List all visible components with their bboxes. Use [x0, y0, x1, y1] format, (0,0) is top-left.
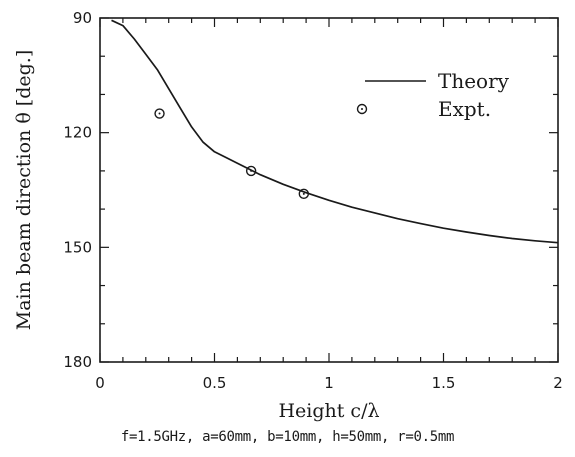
legend-expt-label: Expt. [438, 97, 491, 121]
x-tick-label: 0.5 [203, 374, 227, 392]
y-tick-label: 150 [63, 238, 92, 256]
theory-series [111, 19, 559, 244]
expt-point [245, 165, 257, 177]
legend-theory-label: Theory [438, 69, 510, 93]
expt-point-center [158, 112, 161, 115]
expt-point-center [302, 192, 305, 195]
axis-ticks [99, 17, 559, 363]
x-axis-label: Height c/λ [278, 400, 379, 422]
x-tick-label: 2 [553, 374, 563, 392]
theory-line [111, 19, 559, 244]
y-tick-label: 180 [63, 353, 92, 371]
y-axis-label: Main beam direction θ [deg.] [13, 50, 35, 330]
x-tick-label: 1 [324, 374, 334, 392]
expt-point [154, 108, 165, 119]
figure-caption: f=1.5GHz, a=60mm, b=10mm, h=50mm, r=0.5m… [120, 429, 455, 445]
x-tick-label: 0 [95, 374, 105, 392]
legend-expt-swatch-dot [361, 108, 363, 110]
expt-point-center [250, 169, 253, 172]
y-tick-label: 90 [73, 9, 92, 27]
x-tick-label: 1.5 [432, 374, 456, 392]
expt-point [298, 188, 310, 200]
y-tick-label: 120 [63, 124, 92, 142]
legend-expt-swatch [356, 103, 368, 115]
axis-tick-labels: 0 0.5 1 1.5 2 90 120 150 180 [63, 9, 562, 392]
expt-series [154, 108, 310, 200]
legend: Theory Expt. [356, 69, 510, 121]
